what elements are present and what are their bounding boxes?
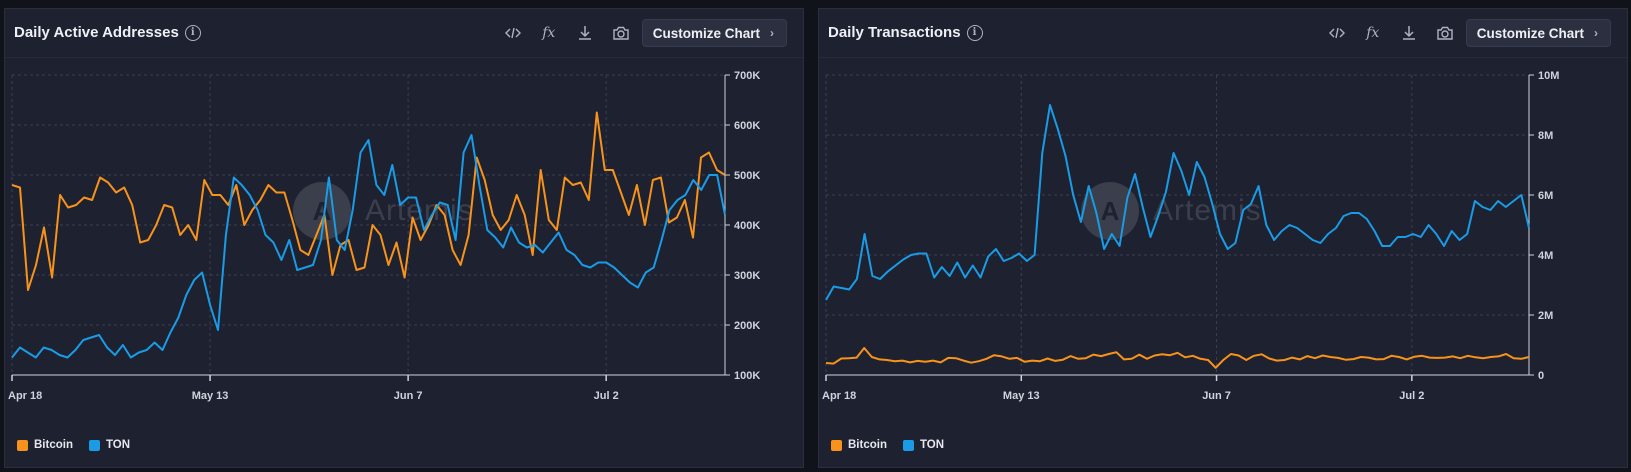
legend-swatch-ton [88,439,100,451]
legend-item-ton[interactable]: TON [88,439,131,451]
y-tick-label: 200K [734,320,760,332]
chart-legend: Bitcoin TON [17,439,146,451]
chart-title-text: Daily Active Addresses [14,24,179,41]
customize-chart-button[interactable]: Customize Chart › [641,19,787,47]
customize-chart-button[interactable]: Customize Chart › [1465,19,1611,47]
chart-plot-area[interactable]: 100K 200K 300K 400K 500K 600K 700K Apr 18 May 13… [5,57,805,417]
legend-swatch-ton [902,439,914,451]
legend-item-bitcoin[interactable]: Bitcoin [831,439,887,451]
chart-title: Daily Transactions i [828,24,983,42]
camera-icon[interactable] [608,20,634,46]
chart-plot-area[interactable]: 0 2M 4M 6M 8M 10M Apr 18 May 13 Jun 7 Jul 2 [819,57,1629,417]
legend-item-ton[interactable]: TON [902,439,945,451]
x-tick-label: Jul 2 [594,390,619,402]
y-tick-label: 8M [1538,130,1553,142]
x-tick-label: Jul 2 [1399,390,1424,402]
customize-chart-label: Customize Chart [652,25,760,41]
code-icon[interactable] [500,20,526,46]
series-line-ton [825,104,1530,301]
series-line-bitcoin [11,111,726,291]
camera-icon[interactable] [1432,20,1458,46]
y-tick-label: 500K [734,170,760,182]
code-icon[interactable] [1324,20,1350,46]
fx-icon[interactable]: fx [536,20,562,46]
chart-toolbar: fx Customize Chart › [490,19,787,47]
legend-label: TON [105,439,131,451]
panel-header: Daily Active Addresses i fx Customize Cha… [5,9,803,58]
y-tick-label: 400K [734,220,760,232]
y-tick-label: 0 [1538,370,1544,382]
y-tick-label: 4M [1538,250,1553,262]
y-tick-label: 700K [734,70,760,82]
chart-title-text: Daily Transactions [828,24,961,41]
chart-title: Daily Active Addresses i [14,24,201,42]
fx-icon[interactable]: fx [1360,20,1386,46]
series-line-ton [11,134,726,359]
chevron-right-icon: › [770,26,774,40]
x-tick-label: Jun 7 [394,390,423,402]
legend-swatch-bitcoin [17,439,28,451]
y-tick-label: 6M [1538,190,1553,202]
x-tick-label: Jun 7 [1202,390,1231,402]
download-icon[interactable] [1396,20,1422,46]
legend-label: Bitcoin [34,439,73,451]
x-tick-label: May 13 [1003,390,1040,402]
panel-header: Daily Transactions i fx Customize Chart › [819,9,1627,58]
x-tick-label: Apr 18 [822,390,856,402]
y-tick-label: 600K [734,120,760,132]
x-tick-label: Apr 18 [8,390,42,402]
chart-panel-active-addresses: Daily Active Addresses i fx Customize Cha… [4,8,804,468]
y-tick-label: 300K [734,270,760,282]
chevron-right-icon: › [1594,26,1598,40]
chart-legend: Bitcoin TON [831,439,960,451]
info-icon[interactable]: i [184,25,201,42]
chart-panel-transactions: Daily Transactions i fx Customize Chart ›… [818,8,1628,468]
series-line-bitcoin [825,347,1530,369]
chart-toolbar: fx Customize Chart › [1314,19,1611,47]
legend-item-bitcoin[interactable]: Bitcoin [17,439,73,451]
legend-label: Bitcoin [848,439,887,451]
legend-swatch-bitcoin [831,439,842,451]
y-tick-label: 10M [1538,70,1559,82]
x-tick-label: May 13 [192,390,229,402]
y-tick-label: 2M [1538,310,1553,322]
y-tick-label: 100K [734,370,760,382]
info-icon[interactable]: i [966,25,983,42]
customize-chart-label: Customize Chart [1476,25,1584,41]
legend-label: TON [919,439,945,451]
fx-label: fx [1366,25,1380,41]
download-icon[interactable] [572,20,598,46]
fx-label: fx [542,25,556,41]
